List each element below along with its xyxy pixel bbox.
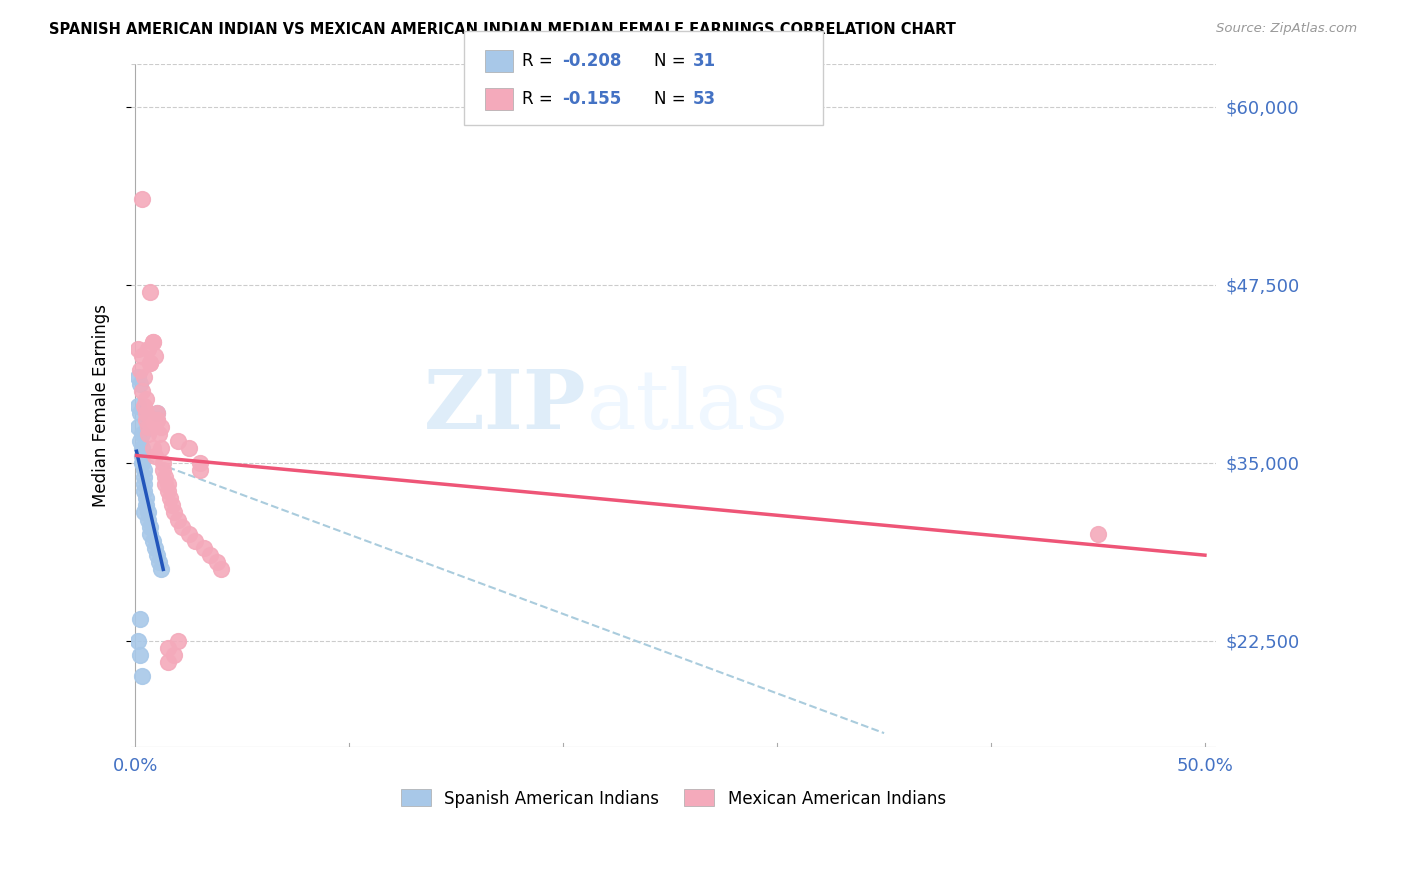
Point: [131, 349, 153, 363]
Point: [160, 499, 183, 513]
Point: [150, 420, 173, 434]
Point: [148, 427, 170, 442]
Point: [172, 519, 194, 533]
Point: [148, 555, 170, 569]
Point: [143, 349, 166, 363]
Point: [128, 648, 150, 662]
Point: [142, 334, 165, 349]
Text: -0.208: -0.208: [562, 52, 621, 70]
Point: [131, 384, 153, 399]
Text: SPANISH AMERICAN INDIAN VS MEXICAN AMERICAN INDIAN MEDIAN FEMALE EARNINGS CORREL: SPANISH AMERICAN INDIAN VS MEXICAN AMERI…: [49, 22, 956, 37]
Point: [205, 555, 228, 569]
Text: N =: N =: [654, 52, 690, 70]
Point: [177, 442, 200, 456]
Point: [156, 655, 179, 669]
Point: [136, 342, 159, 356]
Point: [132, 506, 155, 520]
Point: [135, 392, 157, 406]
Point: [135, 413, 157, 427]
Point: [132, 484, 155, 499]
Legend: Spanish American Indians, Mexican American Indians: Spanish American Indians, Mexican Americ…: [394, 782, 952, 814]
Text: 53: 53: [693, 90, 716, 108]
Point: [142, 442, 165, 456]
Text: -0.155: -0.155: [562, 90, 621, 108]
Point: [127, 342, 149, 356]
Text: R =: R =: [522, 90, 558, 108]
Point: [131, 442, 153, 456]
Point: [131, 456, 153, 470]
Point: [150, 562, 173, 576]
Point: [136, 420, 159, 434]
Point: [146, 413, 169, 427]
Y-axis label: Median Female Earnings: Median Female Earnings: [93, 304, 110, 508]
Point: [177, 526, 200, 541]
Point: [132, 370, 155, 384]
Point: [209, 562, 232, 576]
Point: [132, 477, 155, 491]
Point: [188, 456, 211, 470]
Point: [163, 506, 186, 520]
Point: [193, 541, 215, 555]
Point: [150, 442, 173, 456]
Point: [159, 491, 181, 506]
Point: [146, 406, 169, 420]
Point: [139, 356, 162, 370]
Point: [167, 512, 190, 526]
Point: [146, 413, 169, 427]
Point: [139, 519, 162, 533]
Point: [139, 356, 162, 370]
Point: [131, 192, 153, 206]
Point: [128, 612, 150, 626]
Point: [139, 526, 162, 541]
Point: [156, 640, 179, 655]
Point: [136, 512, 159, 526]
Point: [132, 470, 155, 484]
Point: [184, 533, 207, 548]
Point: [127, 633, 149, 648]
Point: [128, 363, 150, 377]
Point: [142, 334, 165, 349]
Point: [188, 463, 211, 477]
Point: [142, 533, 165, 548]
Point: [131, 427, 153, 442]
Point: [1087, 526, 1109, 541]
Text: R =: R =: [522, 52, 558, 70]
Point: [167, 434, 190, 449]
Point: [131, 669, 153, 683]
Point: [143, 541, 166, 555]
Point: [146, 548, 169, 562]
Point: [163, 648, 186, 662]
Point: [156, 477, 179, 491]
Text: Source: ZipAtlas.com: Source: ZipAtlas.com: [1216, 22, 1357, 36]
Point: [152, 463, 174, 477]
Point: [155, 470, 177, 484]
Point: [128, 406, 150, 420]
Point: [132, 463, 155, 477]
Point: [167, 633, 190, 648]
Point: [139, 285, 162, 299]
Point: [155, 477, 177, 491]
Text: ZIP: ZIP: [425, 366, 586, 446]
Text: 31: 31: [693, 52, 716, 70]
Point: [152, 456, 174, 470]
Point: [135, 491, 157, 506]
Point: [132, 399, 155, 413]
Text: N =: N =: [654, 90, 690, 108]
Text: atlas: atlas: [586, 366, 789, 446]
Point: [146, 406, 169, 420]
Point: [127, 370, 149, 384]
Point: [143, 449, 166, 463]
Point: [135, 499, 157, 513]
Point: [127, 399, 149, 413]
Point: [128, 434, 150, 449]
Point: [135, 406, 157, 420]
Point: [156, 484, 179, 499]
Point: [127, 420, 149, 434]
Point: [136, 506, 159, 520]
Point: [136, 427, 159, 442]
Point: [128, 377, 150, 392]
Point: [131, 449, 153, 463]
Point: [200, 548, 222, 562]
